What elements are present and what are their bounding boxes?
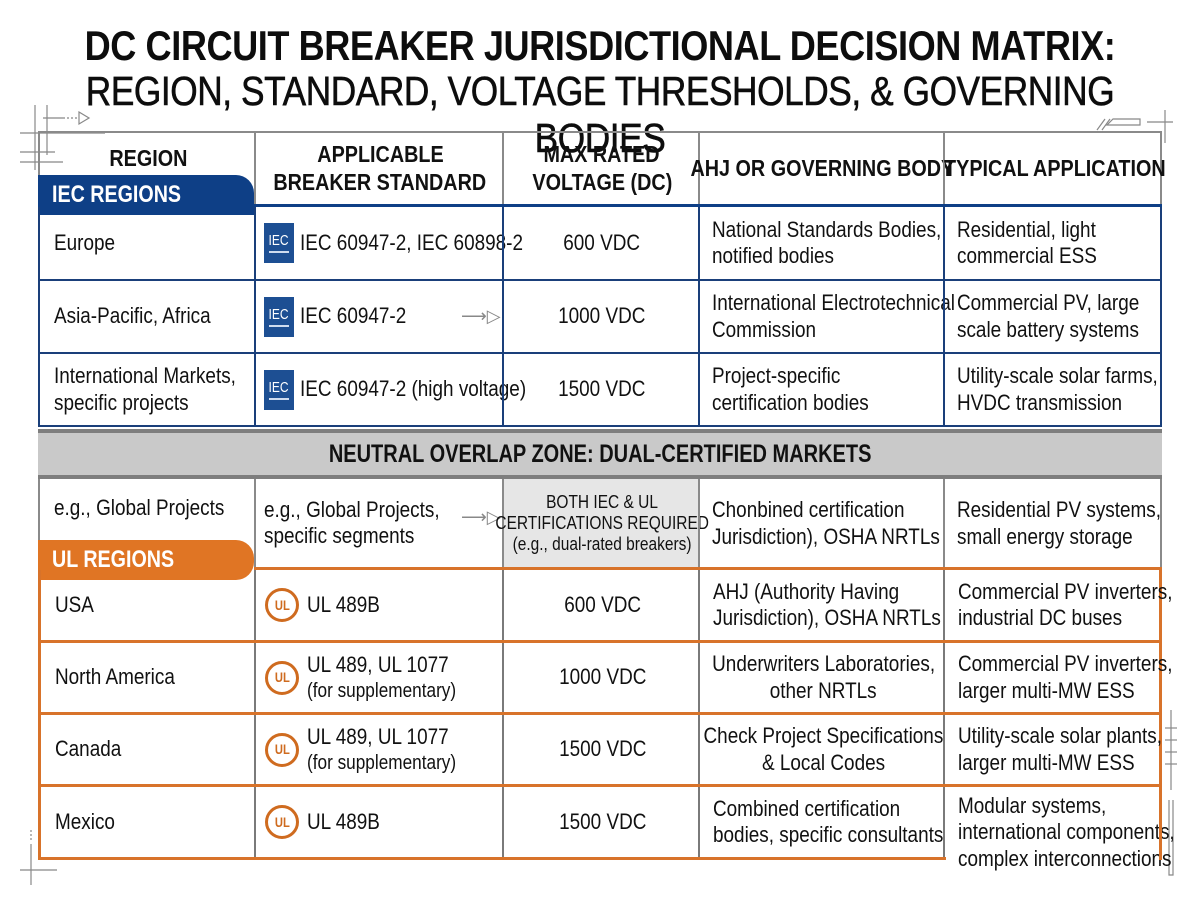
application-cell: Residential PV systems, small energy stor…: [957, 497, 1161, 549]
header-standard: APPLICABLE BREAKER STANDARD: [273, 141, 487, 195]
region-cell: Europe: [54, 229, 116, 255]
table-row-international: International Markets, specific projects …: [38, 354, 1162, 427]
voltage-cell: 1000 VDC: [558, 303, 646, 329]
standard-cell: e.g., Global Projects, specific segments …: [264, 497, 501, 549]
iec-regions-label: IEC REGIONS: [38, 175, 254, 215]
region-cell: Mexico: [55, 808, 115, 834]
table-header-row: REGION APPLICABLE BREAKER STANDARD MAX R…: [38, 131, 1166, 205]
iec-logo-icon: IEC: [264, 296, 294, 337]
region-cell: USA: [55, 591, 94, 617]
ul-logo-icon: UL: [265, 732, 299, 767]
ahj-cell: Chonbined certification Jurisdiction), OS…: [712, 497, 940, 549]
table-row-north-america: North America UL UL 489, UL 1077 (for sup…: [38, 643, 1173, 715]
application-cell: Residential, light commercial ESS: [957, 216, 1097, 268]
table-row-canada: Canada UL UL 489, UL 1077 (for supplement…: [38, 715, 1162, 787]
application-cell: Utility-scale solar farms, HVDC transmiss…: [957, 363, 1158, 415]
table-row-europe: Europe IEC IEC 60947-2, IEC 60898-2 600 …: [38, 207, 1162, 281]
ul-logo-icon: UL: [265, 805, 299, 839]
ul-regions-label: UL REGIONS: [38, 540, 254, 580]
header-application: TYPICAL APPLICATION: [943, 155, 1166, 182]
voltage-cell: 1000 VDC: [559, 664, 647, 690]
ahj-cell: Combined certification bodies, specific c…: [713, 795, 944, 847]
header-ahj: AHJ OR GOVERNING BODY: [690, 155, 955, 182]
application-cell: Commercial PV inverters, larger multi-MW …: [958, 651, 1173, 703]
region-cell: North America: [55, 664, 175, 690]
standard-cell: UL UL 489B: [257, 570, 505, 640]
ahj-cell: Project-specific certification bodies: [712, 363, 869, 415]
standard-cell: IEC IEC 60947-2 (high voltage): [256, 354, 526, 425]
voltage-cell: 600 VDC: [564, 591, 642, 617]
region-cell: International Markets, specific projects: [54, 363, 236, 415]
region-cell: e.g., Global Projects: [54, 495, 225, 520]
voltage-cell: 1500 VDC: [559, 808, 647, 834]
voltage-cell: 1500 VDC: [559, 736, 647, 762]
application-cell: Commercial PV inverters, industrial DC bu…: [958, 578, 1173, 630]
arrow-right-icon: ⟶▷: [461, 305, 501, 326]
arrow-right-icon: ⟶▷: [461, 507, 501, 527]
ahj-cell: National Standards Bodies, notified bodie…: [712, 216, 942, 268]
table-row-asia-pacific: Asia-Pacific, Africa IEC IEC 60947-2 ⟶▷ …: [38, 281, 1162, 354]
region-cell: Asia-Pacific, Africa: [54, 303, 211, 329]
ul-logo-icon: UL: [265, 588, 299, 622]
region-cell: Canada: [55, 736, 122, 762]
ahj-cell: Underwriters Laboratories, other NRTLs: [712, 651, 935, 703]
page-title: DC CIRCUIT BREAKER JURISDICTIONAL DECISI…: [84, 22, 1116, 69]
ahj-cell: AHJ (Authority Having Jurisdiction), OSHA…: [713, 578, 941, 630]
standard-cell: IEC IEC 60947-2, IEC 60898-2: [256, 207, 523, 279]
application-cell: Commercial PV, large scale battery system…: [957, 290, 1140, 342]
table-row-usa: USA UL UL 489B 600 VDC AHJ (Authority Ha…: [38, 570, 1173, 643]
standard-cell: UL UL 489B: [257, 787, 505, 857]
voltage-cell: 600 VDC: [563, 229, 641, 255]
iec-logo-icon: IEC: [264, 369, 294, 410]
table-row-mexico: Mexico UL UL 489B 1500 VDC Combined cert…: [38, 787, 1175, 879]
table-row-dual-certified: e.g., Global Projects e.g., Global Proje…: [38, 479, 1162, 568]
standard-cell: UL UL 489, UL 1077 (for supplementary): [257, 715, 505, 784]
voltage-cell: 1500 VDC: [558, 376, 646, 402]
ul-logo-icon: UL: [265, 660, 299, 695]
application-cell: Modular systems, international components…: [946, 787, 1175, 879]
standard-cell: IEC IEC 60947-2 ⟶▷: [256, 281, 504, 352]
ahj-cell: International Electrotechnical Commission: [712, 290, 955, 342]
voltage-cell-dual: BOTH IEC & UL CERTIFICATIONS REQUIRED (e…: [495, 479, 709, 568]
ahj-cell: Check Project Specifications & Local Code…: [703, 723, 944, 775]
header-region: REGION: [108, 145, 188, 171]
iec-logo-icon: IEC: [264, 223, 294, 263]
page-subtitle: REGION, STANDARD, VOLTAGE THRESHOLDS, & …: [85, 68, 1115, 162]
neutral-overlap-banner: NEUTRAL OVERLAP ZONE: DUAL-CERTIFIED MAR…: [38, 429, 1162, 479]
standard-cell: UL UL 489, UL 1077 (for supplementary): [257, 643, 505, 712]
header-voltage: MAX RATED VOLTAGE (DC): [532, 141, 672, 195]
application-cell: Utility-scale solar plants, larger multi-…: [958, 723, 1162, 775]
